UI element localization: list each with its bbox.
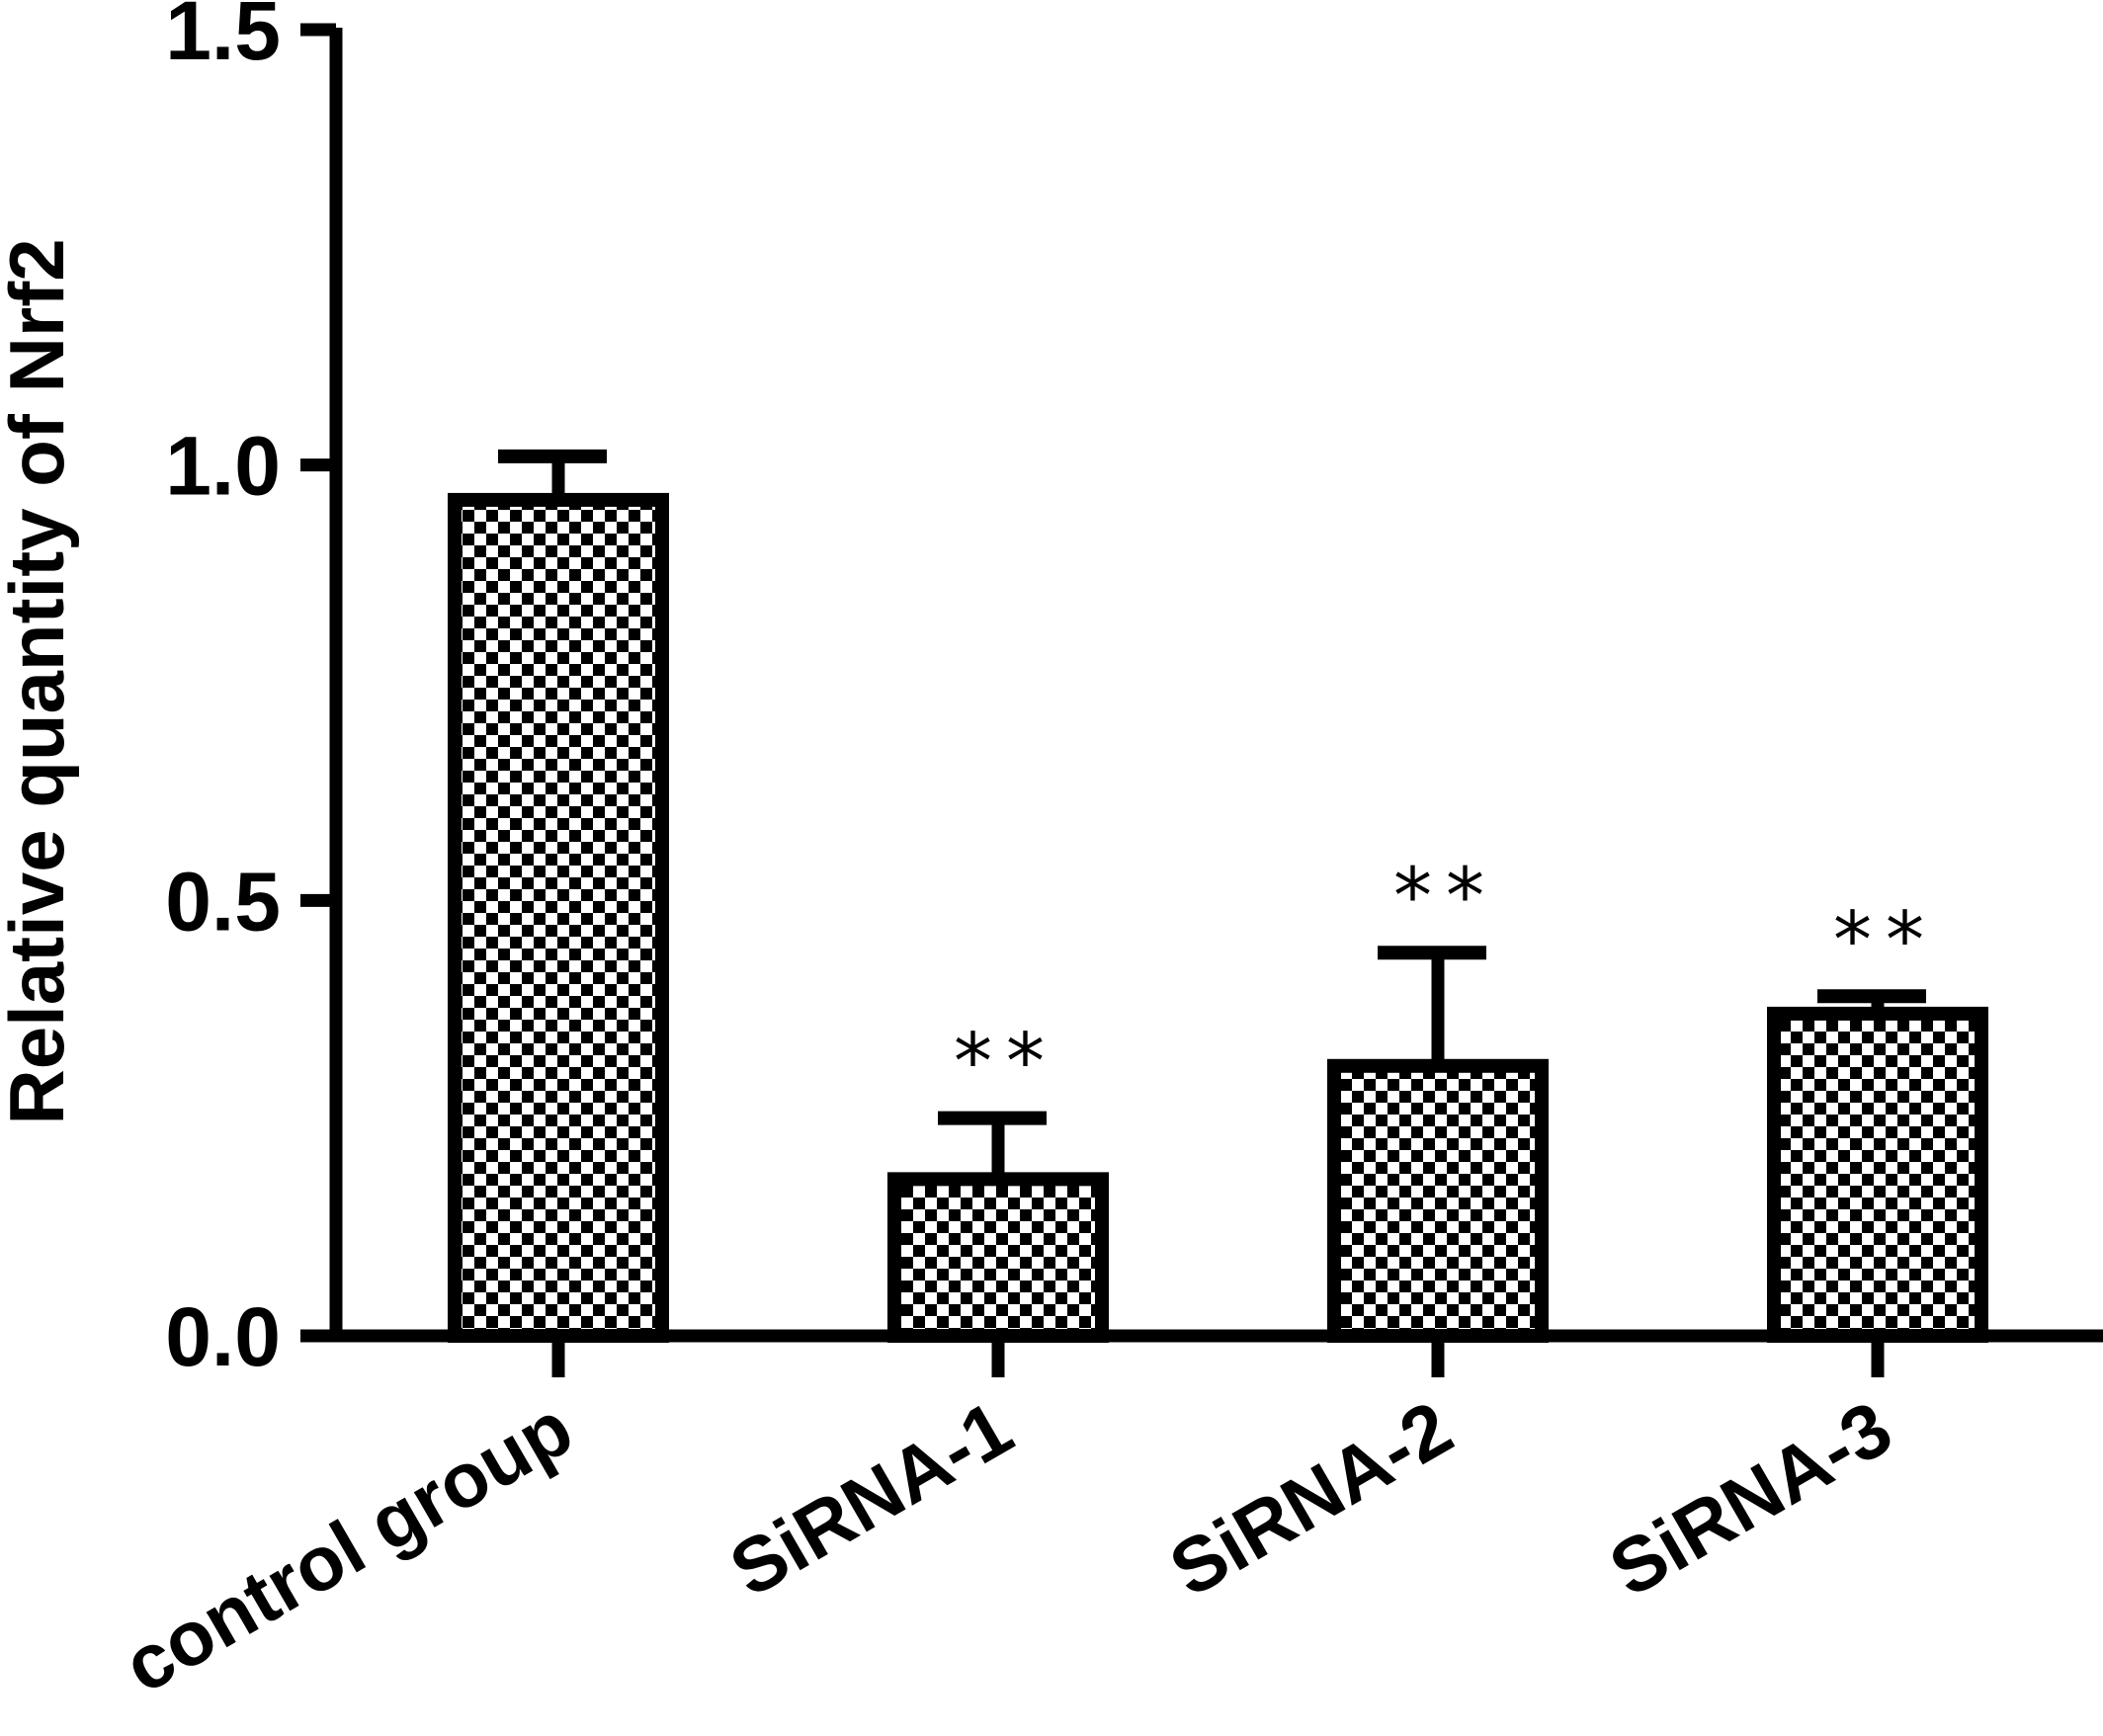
x-category-label: SiRNA-2 [1155,1384,1466,1613]
x-category-label: control group [109,1384,586,1710]
bar-2 [887,1172,1109,1343]
significance-label: ** [954,1019,1058,1108]
x-category-label: SiRNA-3 [1595,1384,1905,1613]
bars [448,449,1988,1344]
significance-label: ** [1393,853,1498,942]
x-category-label: SiRNA-1 [715,1384,1026,1613]
labels: Relative quantity of Nrf2 0.0 0.5 1.0 1.5 co… [0,0,1938,1710]
y-tick-label: 0.0 [165,1290,281,1383]
y-axis-title: Relative quantity of Nrf2 [0,238,80,1124]
bar-1 [448,492,669,1344]
bar-3 [1327,1058,1549,1343]
y-tick-label: 0.5 [165,855,281,948]
bar-4 [1767,1006,1988,1343]
y-tick-label: 1.0 [165,420,281,513]
y-tick-label: 1.5 [165,0,281,77]
significance-label: ** [1833,896,1938,985]
